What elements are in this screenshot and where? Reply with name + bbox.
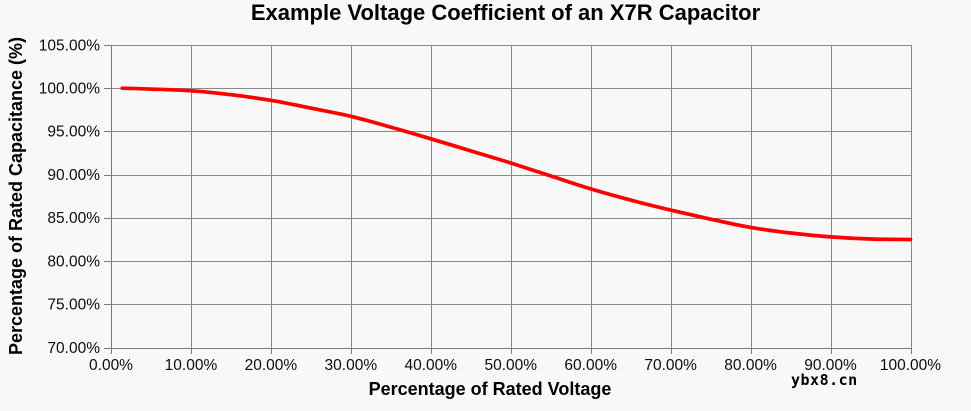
- x-tick-label: 100.00%: [880, 357, 941, 374]
- x-tick-label: 0.00%: [89, 357, 133, 374]
- y-tick-label: 80.00%: [47, 253, 100, 270]
- x-tick-label: 10.00%: [165, 357, 218, 374]
- x-tick-label: 20.00%: [245, 357, 298, 374]
- y-tick-label: 90.00%: [47, 167, 100, 184]
- y-tick-label: 75.00%: [47, 297, 100, 314]
- x-tick-label: 60.00%: [564, 357, 617, 374]
- x-tick-label: 40.00%: [405, 357, 458, 374]
- x-tick-label: 90.00%: [804, 357, 857, 374]
- chart-title: Example Voltage Coefficient of an X7R Ca…: [250, 0, 761, 25]
- y-tick-label: 100.00%: [39, 81, 100, 98]
- x-tick-label: 50.00%: [484, 357, 537, 374]
- x-tick-label: 30.00%: [325, 357, 378, 374]
- y-tick-label: 85.00%: [47, 210, 100, 227]
- y-tick-label: 95.00%: [47, 124, 100, 141]
- capacitance-curve: [120, 86, 913, 242]
- x-tick-label: 70.00%: [644, 357, 697, 374]
- watermark-text: ybx8.cn: [791, 371, 858, 389]
- y-tick-label: 70.00%: [47, 340, 100, 357]
- x-axis-title: Percentage of Rated Voltage: [368, 379, 612, 399]
- y-tick-label: 105.00%: [39, 37, 100, 54]
- x-tick-label: 80.00%: [724, 357, 777, 374]
